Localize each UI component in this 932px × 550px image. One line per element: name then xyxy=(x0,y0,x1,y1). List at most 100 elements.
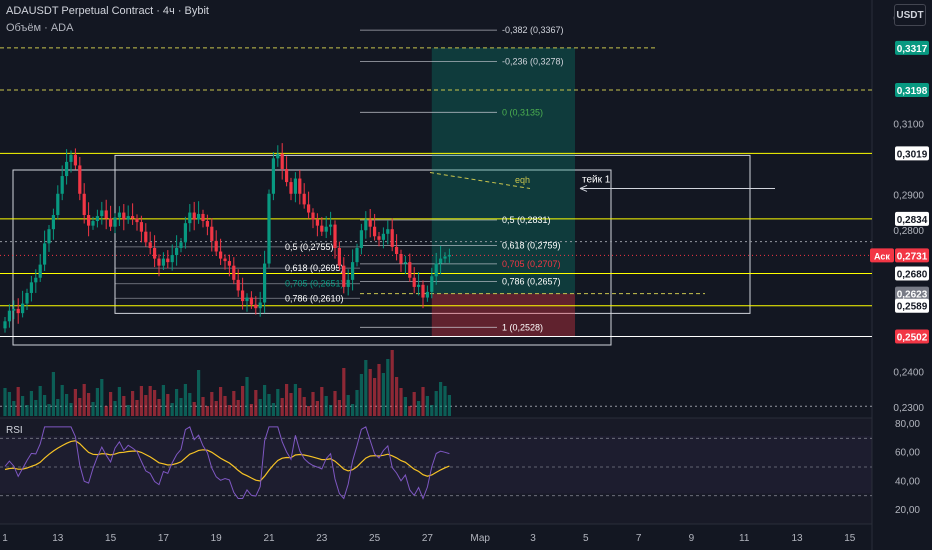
candle-body xyxy=(421,284,425,298)
fib-label-3: 0,5 (0,2831) xyxy=(502,215,551,225)
candle-body xyxy=(56,193,60,216)
volume-bar xyxy=(337,400,341,416)
candle-body xyxy=(430,276,434,292)
candle-body xyxy=(34,277,38,283)
volume-bar xyxy=(280,398,284,416)
candle-body xyxy=(135,218,139,223)
volume-bar xyxy=(131,391,135,416)
candle-body xyxy=(29,282,33,293)
volume-bar xyxy=(188,393,192,416)
candle-body xyxy=(104,210,108,219)
candle-body xyxy=(395,246,399,254)
candle-body xyxy=(223,258,227,262)
volume-bar xyxy=(377,364,381,416)
price-badge-3 xyxy=(895,211,929,226)
eqh-line xyxy=(429,172,531,189)
volume-bar xyxy=(276,389,280,416)
time-tick-label: 15 xyxy=(844,533,856,544)
volume-bar xyxy=(320,387,324,416)
volume-bar xyxy=(351,404,355,416)
candle-body xyxy=(307,204,311,213)
currency-button[interactable]: USDT xyxy=(894,4,926,26)
candle-body xyxy=(16,308,20,314)
candle-body xyxy=(201,213,205,222)
candle-body xyxy=(192,212,196,220)
candle-body xyxy=(21,303,25,314)
candle-body xyxy=(337,247,341,266)
range-box-inner xyxy=(12,169,612,346)
rsi-legend[interactable]: RSI xyxy=(6,425,23,436)
volume-bar xyxy=(236,400,240,416)
time-tick-label: 25 xyxy=(369,533,381,544)
volume-bar xyxy=(373,378,377,416)
price-badge-label-6: 0,2623 xyxy=(897,290,928,301)
volume-bar xyxy=(21,396,25,416)
target-zone xyxy=(431,47,575,294)
volume-bar xyxy=(364,360,368,416)
volume-bar xyxy=(289,393,293,416)
volume-bar xyxy=(311,392,315,416)
volume-legend[interactable]: Объём · ADA xyxy=(6,22,74,34)
candle-body xyxy=(241,290,245,302)
volume-bar xyxy=(179,398,183,416)
price-badge-label-0: 0,3317 xyxy=(897,44,928,55)
volume-bar xyxy=(87,393,91,416)
volume-bar xyxy=(135,400,139,416)
price-badge-label-4: 0,2731 xyxy=(897,251,928,262)
time-tick-label: 13 xyxy=(52,533,64,544)
candle-body xyxy=(3,321,7,329)
volume-bar xyxy=(126,405,130,416)
candle-body xyxy=(65,161,69,177)
fib-label-0: -0,382 (0,3367) xyxy=(502,25,564,35)
candle-body xyxy=(254,304,258,309)
time-tick-label: 7 xyxy=(636,533,642,544)
candle-body xyxy=(117,212,121,218)
candle-body xyxy=(258,302,262,309)
symbol-title[interactable]: ADAUSDT Perpetual Contract · 4ч · Bybit xyxy=(6,5,209,17)
volume-bar xyxy=(443,386,447,416)
candle-body xyxy=(232,265,236,280)
price-tick-label: 0,3100 xyxy=(893,120,924,131)
candle-body xyxy=(179,242,183,248)
candle-body xyxy=(434,263,438,277)
candle-body xyxy=(69,154,73,162)
fib-label-2: 0 (0,3135) xyxy=(502,107,543,117)
candle-body xyxy=(289,182,293,194)
volume-bar xyxy=(355,390,359,416)
price-tick-label: 0,2900 xyxy=(893,191,924,202)
candle-body xyxy=(390,229,394,247)
candle-body xyxy=(82,193,86,216)
volume-bar xyxy=(122,396,126,416)
candle-body xyxy=(320,225,324,232)
volume-bar xyxy=(285,384,289,416)
candle-body xyxy=(386,229,390,234)
take-label: тейк 1 xyxy=(582,174,611,185)
volume-bar xyxy=(56,399,60,416)
volume-bar xyxy=(109,392,113,416)
price-badge-label-8: 0,2502 xyxy=(897,333,928,344)
volume-bar xyxy=(342,368,346,416)
rsi-tick-label: 80,00 xyxy=(895,419,920,430)
volume-bar xyxy=(267,394,271,416)
candle-body xyxy=(245,297,249,302)
candle-body xyxy=(276,153,280,159)
candle-body xyxy=(355,247,359,263)
volume-bar xyxy=(386,359,390,416)
price-badge-label-3: 0,2834 xyxy=(897,215,928,226)
volume-bar xyxy=(219,387,223,416)
volume-bar xyxy=(117,387,121,416)
candle-body xyxy=(126,216,130,220)
time-tick-label: 5 xyxy=(583,533,589,544)
candle-body xyxy=(87,215,91,226)
time-tick-label: 1 xyxy=(2,533,8,544)
candle-body xyxy=(373,226,377,237)
time-tick-label: 19 xyxy=(211,533,223,544)
volume-bar xyxy=(258,399,262,416)
candle-body xyxy=(161,258,165,266)
candle-body xyxy=(377,236,381,240)
candle-body xyxy=(131,216,135,219)
ask-badge xyxy=(870,248,894,263)
volume-bar xyxy=(51,372,55,416)
volume-bar xyxy=(390,350,394,416)
